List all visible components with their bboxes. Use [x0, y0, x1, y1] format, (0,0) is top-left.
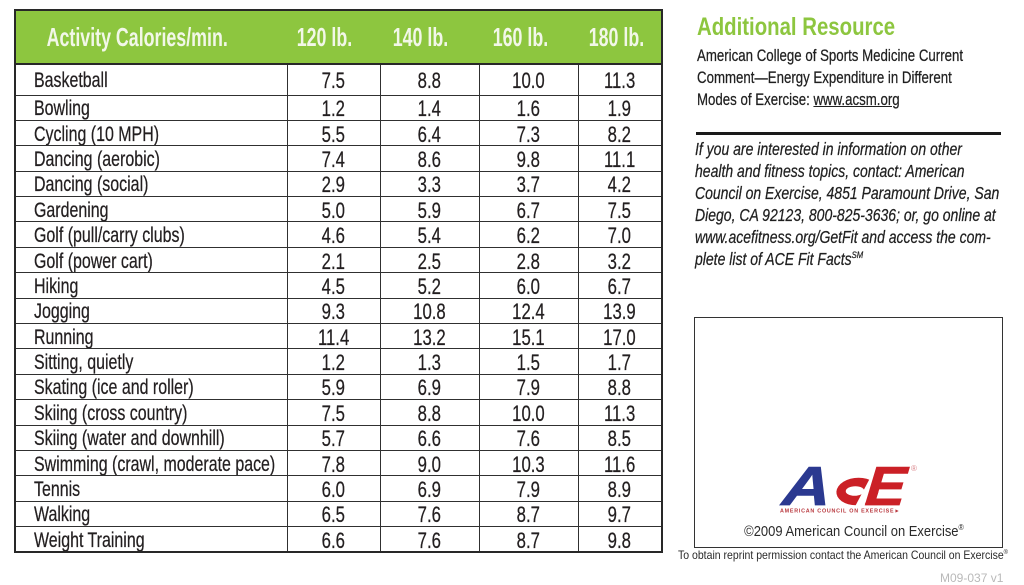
svg-text:®: ® — [911, 464, 917, 473]
svg-text:E: E — [863, 462, 911, 516]
svg-text:A: A — [778, 462, 834, 516]
svg-text:AMERICAN COUNCIL ON EXERCISE►: AMERICAN COUNCIL ON EXERCISE► — [780, 509, 900, 515]
